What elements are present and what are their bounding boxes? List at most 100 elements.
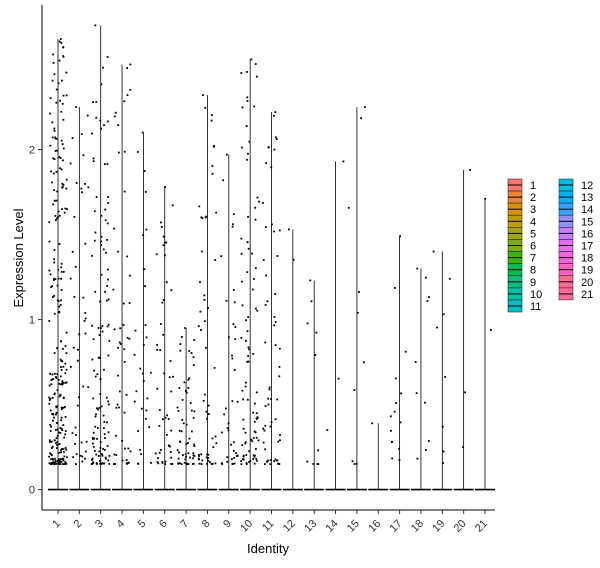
- data-point: [69, 162, 72, 165]
- data-point: [55, 447, 58, 449]
- data-point: [52, 458, 54, 461]
- data-point: [222, 179, 225, 182]
- data-point: [119, 343, 122, 345]
- data-point: [170, 289, 173, 292]
- data-point: [91, 324, 94, 327]
- data-point: [118, 390, 121, 393]
- data-point: [105, 421, 108, 424]
- data-point: [214, 435, 217, 438]
- data-point: [187, 463, 190, 465]
- data-point: [268, 386, 271, 389]
- data-point: [265, 274, 267, 277]
- data-point: [246, 398, 249, 401]
- data-point: [92, 101, 94, 103]
- data-point: [116, 403, 119, 406]
- x-tick-label: 6: [157, 518, 170, 531]
- data-point: [128, 461, 130, 464]
- legend-label: 13: [581, 192, 593, 204]
- data-point: [57, 300, 60, 302]
- legend-item: 7: [507, 251, 536, 265]
- data-point: [162, 235, 165, 238]
- data-point: [55, 199, 58, 202]
- legend-label: 12: [581, 180, 593, 192]
- data-point: [62, 365, 65, 368]
- data-point: [54, 442, 57, 445]
- data-point: [464, 391, 466, 394]
- data-point: [172, 375, 174, 378]
- data-point: [126, 94, 129, 96]
- data-point: [264, 341, 267, 344]
- data-point: [79, 454, 82, 457]
- data-point: [424, 449, 427, 451]
- data-point: [63, 463, 66, 465]
- x-tick-label: 20: [452, 518, 469, 535]
- data-point: [55, 376, 58, 379]
- data-point: [193, 445, 196, 447]
- data-point: [393, 410, 396, 413]
- data-point: [144, 324, 147, 326]
- data-point: [198, 454, 200, 456]
- data-point: [87, 386, 90, 389]
- data-point: [271, 223, 273, 226]
- data-point: [188, 437, 191, 440]
- data-point: [242, 398, 245, 401]
- data-point: [163, 241, 166, 244]
- data-point: [164, 186, 166, 188]
- data-point: [87, 186, 90, 189]
- data-point: [414, 361, 417, 363]
- data-point: [183, 461, 186, 464]
- data-point: [189, 402, 192, 404]
- data-point: [404, 350, 407, 353]
- data-point: [57, 210, 60, 213]
- data-point: [234, 338, 237, 341]
- data-point: [187, 442, 189, 444]
- data-point: [58, 443, 61, 445]
- data-point: [97, 327, 100, 329]
- data-point: [252, 458, 255, 460]
- data-point: [428, 296, 430, 299]
- data-point: [53, 372, 56, 375]
- data-point: [193, 443, 196, 446]
- data-point: [50, 170, 52, 173]
- data-point: [145, 336, 148, 339]
- data-point: [264, 463, 266, 465]
- data-point: [159, 323, 162, 325]
- data-point: [180, 336, 183, 338]
- data-point: [192, 462, 195, 465]
- data-point: [262, 201, 264, 204]
- data-point: [252, 437, 255, 439]
- data-point: [244, 339, 247, 342]
- data-point: [267, 146, 270, 148]
- data-point: [106, 56, 109, 58]
- data-point: [58, 40, 61, 43]
- data-point: [267, 403, 270, 406]
- data-point: [160, 449, 162, 451]
- data-point: [157, 457, 159, 460]
- data-point: [247, 215, 249, 218]
- data-point: [99, 119, 102, 122]
- data-point: [192, 454, 195, 457]
- data-point: [107, 431, 110, 434]
- data-point: [241, 444, 244, 447]
- data-point: [58, 463, 61, 465]
- y-tick-label: 0: [29, 485, 35, 497]
- data-point: [197, 455, 200, 458]
- data-point: [71, 250, 74, 253]
- data-point: [240, 252, 243, 255]
- data-point: [91, 437, 94, 439]
- data-point: [91, 132, 93, 135]
- data-point: [53, 277, 55, 280]
- data-point: [82, 385, 85, 388]
- data-point: [391, 440, 393, 443]
- data-point: [347, 206, 350, 209]
- data-point: [203, 298, 206, 301]
- legend-label: 19: [581, 265, 593, 277]
- data-point: [53, 199, 56, 202]
- legend-item: 3: [507, 202, 536, 216]
- data-point: [179, 349, 182, 352]
- data-point: [234, 326, 237, 328]
- data-point: [270, 398, 273, 400]
- data-point: [246, 241, 249, 244]
- data-point: [251, 288, 254, 291]
- data-point: [95, 196, 98, 198]
